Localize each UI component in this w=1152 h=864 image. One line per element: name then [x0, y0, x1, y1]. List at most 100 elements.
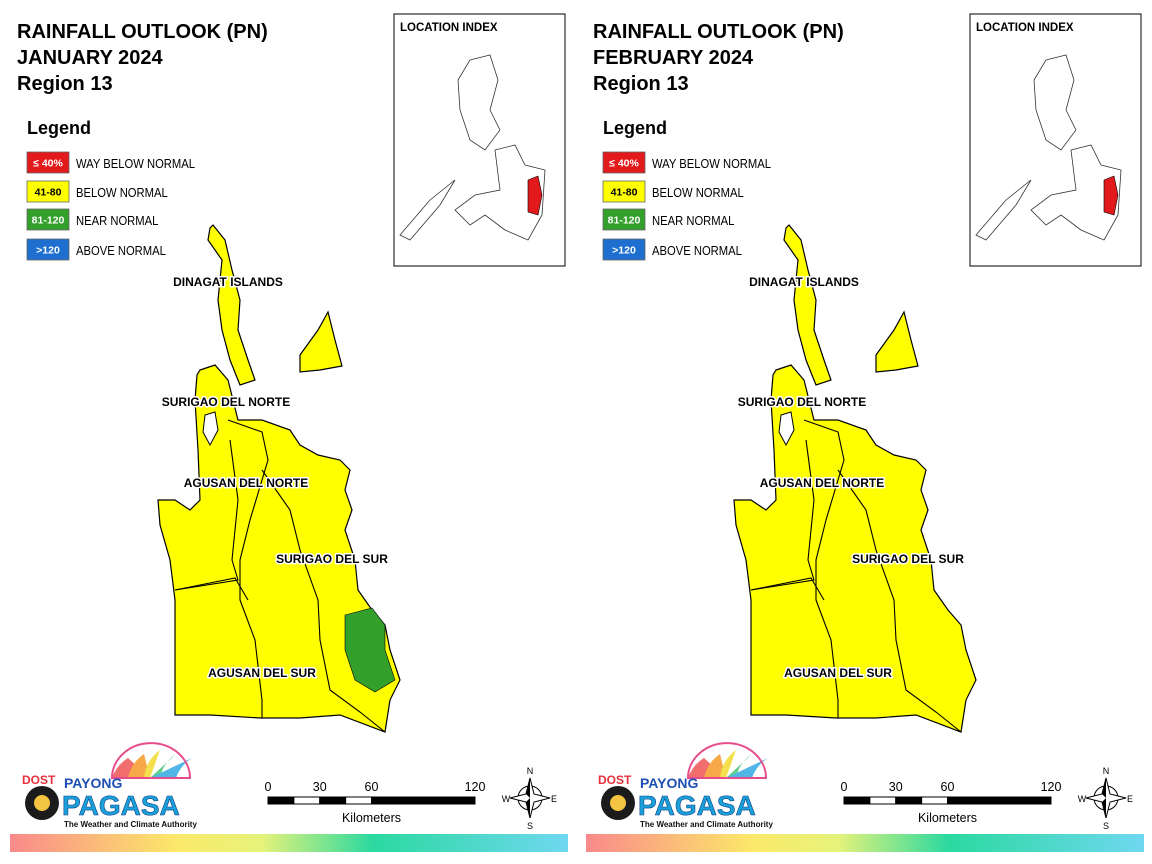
province-label: DINAGAT ISLANDS: [173, 275, 283, 289]
umbrella-canopy: [686, 742, 768, 779]
lake: [202, 411, 219, 447]
scale-tick-label: 0: [265, 780, 272, 794]
legend-label: WAY BELOW NORMAL: [652, 156, 771, 171]
logo-tagline: The Weather and Climate Authority: [640, 820, 773, 829]
map-title: Region 13: [593, 73, 689, 95]
logo-brand: PAGASA: [62, 790, 180, 821]
province-area: [875, 310, 919, 373]
umbrella-panel: [150, 754, 176, 778]
logo-tagline: The Weather and Climate Authority: [64, 820, 197, 829]
umbrella-panel: [128, 754, 150, 778]
panel: RAINFALL OUTLOOK (PN) JANUARY 2024 Region …: [10, 13, 568, 852]
legend-swatch-text: ≤ 40%: [609, 158, 639, 170]
province-boundary: [174, 577, 249, 601]
map-title: RAINFALL OUTLOOK (PN): [593, 21, 844, 43]
logo-brand-top: PAYONG: [640, 775, 698, 791]
compass-letter: E: [1127, 794, 1133, 804]
compass-letter: S: [1103, 821, 1109, 831]
legend-title: Legend: [603, 118, 667, 138]
scale-segment: [422, 796, 476, 805]
location-index-title: LOCATION INDEX: [976, 22, 1074, 34]
umbrella-panel: [726, 758, 768, 778]
legend-swatch: [26, 180, 70, 203]
legend-swatch-text: 81-120: [32, 215, 65, 227]
compass-letter: N: [1103, 766, 1110, 776]
legend-swatch: [602, 208, 646, 231]
compass-letter: E: [551, 794, 557, 804]
province-area: [299, 310, 343, 373]
scale-segment: [843, 796, 871, 805]
scale-segment: [895, 796, 923, 805]
logo-seal-inner: [34, 795, 50, 811]
philippines-outline: [975, 54, 1122, 241]
scale-tick-label: 60: [365, 780, 379, 794]
legend-label: NEAR NORMAL: [652, 213, 735, 228]
footer-band: [586, 834, 1144, 852]
province-area: [207, 224, 256, 386]
province-label: AGUSAN DEL SUR: [784, 666, 892, 680]
legend-swatch: [26, 208, 70, 231]
umbrella-panel: [150, 758, 192, 778]
compass-letter: S: [527, 821, 533, 831]
logo-brand-top: PAYONG: [64, 775, 122, 791]
near-normal-area: [344, 607, 396, 693]
province-boundary: [174, 439, 239, 591]
scale-segment: [293, 796, 321, 805]
scale-segment: [345, 796, 372, 805]
region-13-highlight: [1103, 175, 1119, 216]
province-label: SURIGAO DEL SUR: [276, 552, 388, 566]
legend-label: ABOVE NORMAL: [652, 243, 742, 258]
scale-tick-label: 120: [465, 780, 486, 794]
panel: RAINFALL OUTLOOK (PN) FEBRUARY 2024 Region…: [586, 13, 1144, 852]
compass-letter: N: [527, 766, 534, 776]
legend-swatch-text: 41-80: [35, 187, 62, 199]
compass-letter: W: [502, 794, 511, 804]
legend-swatch: [26, 151, 70, 174]
province-label: AGUSAN DEL NORTE: [184, 476, 308, 490]
province-label: AGUSAN DEL NORTE: [760, 476, 884, 490]
umbrella-panel: [704, 754, 726, 778]
province-boundary: [750, 577, 825, 601]
scale-tick-label: 30: [313, 780, 327, 794]
map-title: JANUARY 2024: [17, 47, 164, 69]
map-title: FEBRUARY 2024: [593, 47, 754, 69]
province-area: [783, 224, 832, 386]
logo-agency: DOST: [22, 773, 56, 787]
scale-segment: [869, 796, 897, 805]
legend-label: NEAR NORMAL: [76, 213, 159, 228]
scale-segment: [998, 796, 1052, 805]
province-boundary: [750, 439, 815, 591]
scale-segment: [319, 796, 347, 805]
philippines-outline: [399, 54, 546, 241]
map-title: RAINFALL OUTLOOK (PN): [17, 21, 268, 43]
legend-label: BELOW NORMAL: [652, 185, 744, 200]
legend-swatch: [602, 151, 646, 174]
logo-agency: DOST: [598, 773, 632, 787]
province-label: DINAGAT ISLANDS: [749, 275, 859, 289]
scale-segment: [371, 796, 424, 805]
province-boundary: [803, 419, 845, 718]
legend-label: ABOVE NORMAL: [76, 243, 166, 258]
legend-label: BELOW NORMAL: [76, 185, 168, 200]
map-title: Region 13: [17, 73, 113, 95]
scale-segment: [267, 796, 295, 805]
scale-segment: [947, 796, 1000, 805]
region-13-highlight: [527, 175, 543, 216]
umbrella-panel: [726, 754, 752, 778]
legend-label: WAY BELOW NORMAL: [76, 156, 195, 171]
province-area: [733, 364, 977, 733]
legend-swatch-text: 81-120: [608, 215, 641, 227]
legend-swatch: [602, 180, 646, 203]
umbrella-panel: [144, 750, 160, 778]
lake: [778, 411, 795, 447]
scale-tick-label: 30: [889, 780, 903, 794]
province-label: SURIGAO DEL NORTE: [738, 395, 866, 409]
footer-band: [10, 834, 568, 852]
legend-swatch-text: >120: [36, 245, 60, 257]
province-boundary: [261, 469, 386, 733]
province-label: SURIGAO DEL SUR: [852, 552, 964, 566]
umbrella-canopy: [110, 742, 192, 779]
province-boundary: [227, 419, 269, 718]
province-boundary: [837, 469, 962, 733]
